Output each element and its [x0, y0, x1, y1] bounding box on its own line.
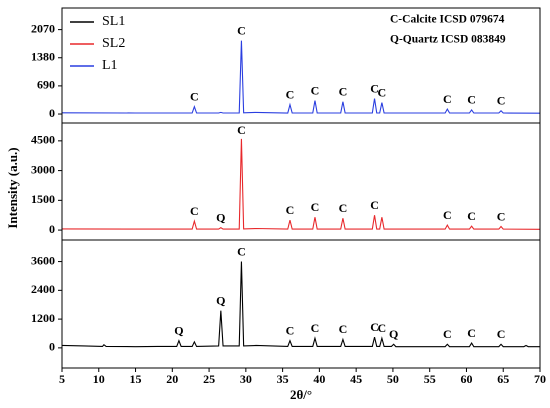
xrd-line	[61, 261, 540, 348]
peak-label: C	[443, 208, 452, 222]
peak-label: C	[339, 201, 348, 215]
y-tick-label: 690	[37, 78, 55, 92]
x-tick-label: 30	[240, 372, 252, 386]
y-tick-label: 0	[49, 222, 55, 236]
peak-label: C	[467, 209, 476, 223]
x-tick-label: 60	[460, 372, 472, 386]
note: Q-Quartz ICSD 083849	[390, 34, 506, 46]
peak-label: C	[443, 92, 452, 106]
y-tick-label: 0	[49, 340, 55, 354]
peak-label: C	[370, 81, 379, 95]
x-tick-label: 50	[387, 372, 399, 386]
y-axis-label: Intensity (a.u.)	[5, 147, 20, 228]
legend-label: L1	[102, 58, 118, 73]
x-tick-label: 5	[59, 372, 65, 386]
peak-label: Q	[174, 323, 183, 337]
y-tick-label: 1380	[31, 50, 55, 64]
peak-label: Q	[389, 327, 398, 341]
peak-label: C	[467, 93, 476, 107]
peak-label: C	[286, 87, 295, 101]
peak-label: C	[467, 326, 476, 340]
y-tick-label: 3600	[31, 253, 55, 267]
peak-label: C	[378, 85, 387, 99]
peak-label: C	[311, 200, 320, 214]
x-tick-label: 20	[166, 372, 178, 386]
y-tick-label: 3000	[31, 162, 55, 176]
peak-label: C	[190, 204, 199, 218]
peak-label: C	[378, 321, 387, 335]
y-tick-label: 1200	[31, 311, 55, 325]
peak-label: C	[497, 209, 506, 223]
y-tick-label: 0	[49, 106, 55, 120]
x-tick-label: 25	[203, 372, 215, 386]
peak-label: C	[311, 83, 320, 97]
x-tick-label: 70	[534, 372, 546, 386]
peak-label: C	[286, 323, 295, 337]
x-tick-label: 55	[424, 372, 436, 386]
xrd-line	[61, 40, 541, 114]
peak-label: C	[237, 244, 246, 258]
y-tick-label: 2070	[31, 21, 55, 35]
x-tick-label: 65	[497, 372, 509, 386]
peak-label: C	[339, 85, 348, 99]
x-tick-label: 15	[130, 372, 142, 386]
peak-label: C	[311, 321, 320, 335]
legend-label: SL2	[102, 36, 125, 51]
xrd-line	[61, 138, 541, 230]
peak-label: C	[443, 327, 452, 341]
x-tick-label: 45	[350, 372, 362, 386]
x-tick-label: 10	[93, 372, 105, 386]
peak-label: C	[370, 320, 379, 334]
legend-label: SL1	[102, 14, 125, 29]
x-tick-label: 35	[277, 372, 289, 386]
peak-label: C	[237, 23, 246, 37]
y-tick-label: 2400	[31, 282, 55, 296]
peak-label: C	[339, 322, 348, 336]
peak-label: C	[370, 198, 379, 212]
peak-label: C	[497, 94, 506, 108]
note: C-Calcite ICSD 079674	[390, 14, 505, 26]
y-tick-label: 1500	[31, 192, 55, 206]
peak-label: Q	[216, 293, 225, 307]
peak-label: C	[497, 327, 506, 341]
x-tick-label: 40	[313, 372, 325, 386]
y-tick-label: 4500	[31, 133, 55, 147]
peak-label: C	[190, 89, 199, 103]
peak-label: C	[237, 123, 246, 137]
peak-label: C	[286, 203, 295, 217]
x-axis-label: 2θ/°	[290, 387, 312, 402]
plot-frame	[61, 7, 541, 369]
peak-label: Q	[216, 210, 225, 224]
